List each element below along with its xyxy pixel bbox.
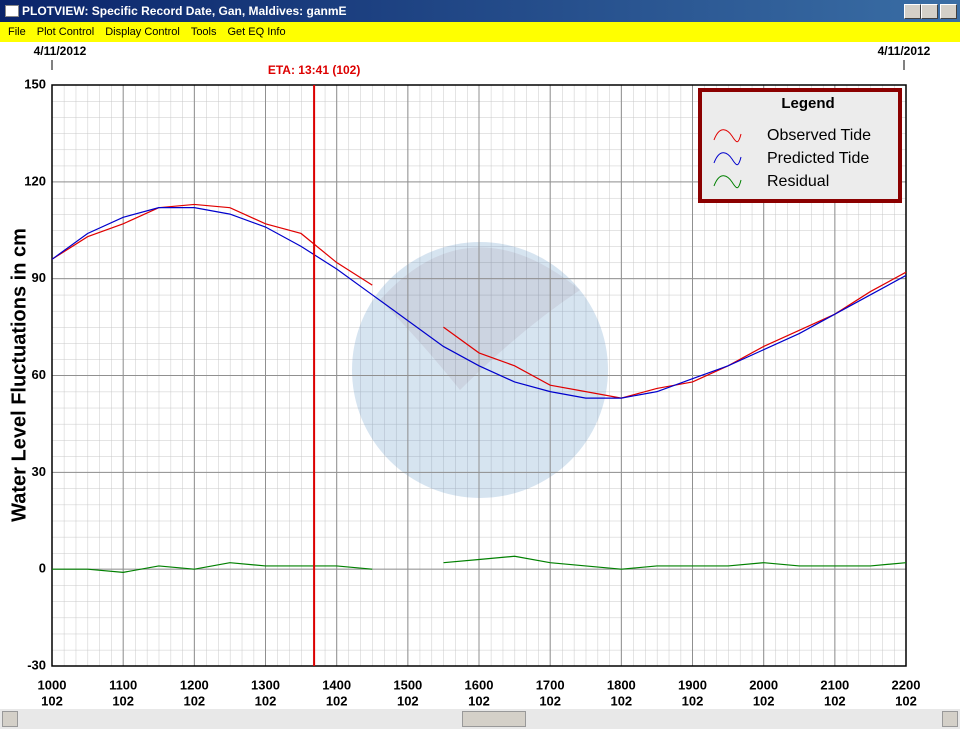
x-tick-sublabel: 102	[397, 693, 419, 708]
x-tick-sublabel: 102	[112, 693, 134, 708]
x-tick-sublabel: 102	[610, 693, 632, 708]
x-tick-label: 1700	[536, 677, 565, 692]
x-tick-label: 1600	[465, 677, 494, 692]
y-tick-label: 60	[32, 367, 46, 382]
x-tick-label: 1300	[251, 677, 280, 692]
series-line	[443, 555, 907, 570]
menu-item[interactable]: Tools	[190, 26, 217, 38]
x-tick-label: 2200	[892, 677, 921, 692]
y-tick-label: 30	[32, 464, 46, 479]
legend-label: Residual	[767, 173, 829, 190]
x-tick-label: 1400	[322, 677, 351, 692]
x-tick-sublabel: 102	[895, 693, 917, 708]
x-tick-label: 1000	[38, 677, 67, 692]
y-axis-label: Water Level Fluctuations in cm	[8, 228, 30, 522]
y-tick-label: 90	[32, 270, 46, 285]
scroll-right[interactable]	[942, 711, 958, 727]
x-tick-sublabel: 102	[753, 693, 775, 708]
y-tick-label: 0	[39, 561, 46, 576]
x-tick-label: 2100	[820, 677, 849, 692]
series-line	[52, 562, 373, 573]
title-bar: PLOTVIEW: Specific Record Date, Gan, Mal…	[0, 0, 960, 22]
eta-label: ETA: 13:41 (102)	[268, 63, 360, 77]
window-title: PLOTVIEW: Specific Record Date, Gan, Mal…	[22, 4, 347, 18]
x-tick-sublabel: 102	[326, 693, 348, 708]
menu-item[interactable]: Plot Control	[36, 26, 95, 38]
legend-label: Observed Tide	[767, 127, 871, 144]
legend-swatch	[713, 129, 742, 143]
menu-bar: File Plot Control Display Control Tools Get …	[0, 22, 960, 42]
menu-item[interactable]: Get EQ Info	[227, 26, 286, 38]
x-tick-label: 2000	[749, 677, 778, 692]
legend-swatch	[713, 175, 742, 189]
menu-item[interactable]: File	[8, 26, 26, 38]
y-tick-label: 150	[24, 76, 46, 91]
watermark	[352, 242, 608, 498]
x-tick-sublabel: 102	[468, 693, 490, 708]
x-tick-sublabel: 102	[824, 693, 846, 708]
date-label: 4/11/2012	[878, 44, 931, 58]
x-tick-sublabel: 102	[255, 693, 277, 708]
legend-label: Predicted Tide	[767, 150, 869, 167]
close-button[interactable]	[940, 4, 957, 19]
window-icon	[5, 5, 19, 17]
maximize-button[interactable]	[921, 4, 938, 19]
legend-swatch	[713, 152, 742, 166]
horizontal-scrollbar[interactable]	[0, 709, 960, 729]
x-tick-sublabel: 102	[183, 693, 205, 708]
y-tick-label: 120	[24, 173, 46, 188]
scroll-thumb[interactable]	[462, 711, 526, 727]
series-line	[51, 203, 373, 286]
scroll-left[interactable]	[2, 711, 18, 727]
plot-frame	[51, 84, 907, 667]
x-tick-label: 1200	[180, 677, 209, 692]
x-tick-label: 1100	[109, 677, 137, 692]
series-line	[51, 207, 907, 399]
x-tick-label: 1500	[393, 677, 422, 692]
x-tick-label: 1900	[678, 677, 707, 692]
x-tick-sublabel: 102	[539, 693, 561, 708]
legend-box	[698, 88, 902, 203]
date-label: 4/11/2012	[34, 44, 87, 58]
x-tick-label: 1800	[607, 677, 636, 692]
x-tick-sublabel: 102	[682, 693, 704, 708]
menu-item[interactable]: Display Control	[105, 26, 180, 38]
minimize-button[interactable]	[904, 4, 921, 19]
x-tick-sublabel: 102	[41, 693, 63, 708]
legend-title: Legend	[781, 95, 834, 112]
y-tick-label: -30	[27, 657, 46, 672]
chart: Water Level Fluctuations in cm -30 0 30 60 9…	[8, 44, 931, 708]
